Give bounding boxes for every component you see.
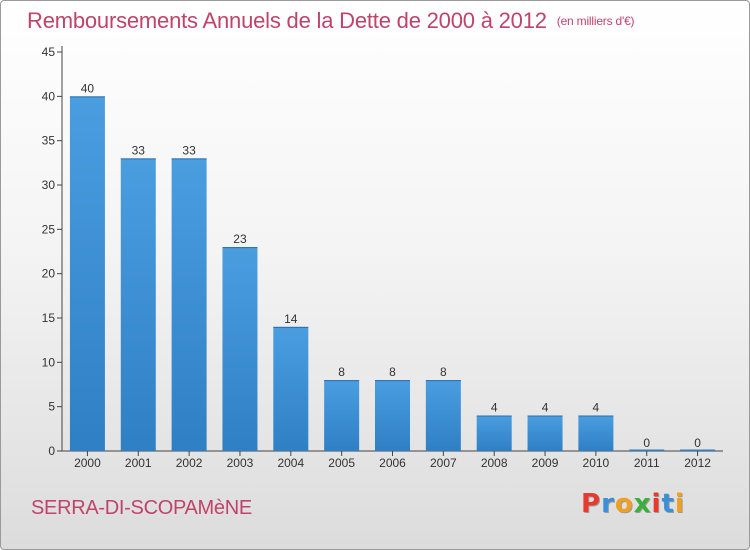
- x-tick-label: 2001: [125, 456, 152, 470]
- bar-2009: [527, 415, 563, 451]
- x-tick-label: 2003: [227, 456, 254, 470]
- bar-2005: [324, 380, 360, 451]
- data-label: 23: [233, 232, 247, 246]
- data-label: 33: [132, 143, 146, 157]
- x-tick-label: 2004: [277, 456, 304, 470]
- data-label: 4: [593, 401, 600, 415]
- bar-2007: [425, 380, 461, 451]
- y-tick-label: 45: [42, 45, 56, 59]
- y-tick-label: 10: [42, 355, 56, 369]
- logo-letter: o: [614, 489, 634, 519]
- x-tick-label: 2002: [176, 456, 203, 470]
- x-tick-label: 2008: [481, 456, 508, 470]
- x-tick-label: 2007: [430, 456, 457, 470]
- data-label: 40: [81, 81, 95, 95]
- data-label: 0: [643, 436, 650, 450]
- logo-letter: r: [601, 489, 615, 519]
- chart-title: Remboursements Annuels de la Dette de 20…: [27, 8, 635, 34]
- data-label: 8: [440, 365, 447, 379]
- logo-letter: P: [581, 489, 602, 519]
- y-tick-label: 35: [42, 134, 56, 148]
- y-tick-label: 30: [42, 178, 56, 192]
- bar-2003: [222, 247, 258, 451]
- x-tick-label: 2005: [328, 456, 355, 470]
- data-label: 4: [491, 401, 498, 415]
- data-label: 8: [389, 365, 396, 379]
- logo-letter: t: [661, 489, 675, 519]
- y-tick-label: 20: [42, 267, 56, 281]
- bar-2000: [69, 96, 105, 451]
- x-tick-label: 2011: [634, 456, 660, 470]
- data-label: 14: [284, 312, 298, 326]
- y-tick-label: 5: [48, 400, 55, 414]
- bar-2008: [476, 415, 512, 451]
- x-tick-label: 2012: [684, 456, 711, 470]
- bar-2012: [680, 449, 716, 451]
- data-label: 33: [182, 143, 196, 157]
- x-tick-label: 2009: [532, 456, 559, 470]
- x-tick-label: 2006: [379, 456, 406, 470]
- x-tick-label: 2000: [74, 456, 101, 470]
- logo-letter: i: [651, 489, 662, 519]
- bar-2001: [120, 158, 156, 451]
- commune-name: SERRA-DI-SCOPAMèNE: [31, 497, 252, 519]
- y-tick-label: 15: [42, 311, 56, 325]
- data-label: 8: [338, 365, 345, 379]
- logo-letter: x: [633, 489, 652, 519]
- bar-2010: [578, 415, 614, 451]
- bar-2006: [375, 380, 410, 451]
- data-label: 0: [694, 436, 701, 450]
- y-tick-label: 0: [48, 444, 55, 458]
- bar-2004: [273, 326, 309, 451]
- chart-unit: (en milliers d'€): [556, 14, 635, 28]
- data-label: 4: [542, 401, 549, 415]
- x-tick-label: 2010: [583, 456, 610, 470]
- y-tick-label: 25: [42, 222, 56, 236]
- logo-letter: i: [674, 489, 685, 519]
- bar-2011: [629, 449, 665, 451]
- y-tick-label: 40: [42, 89, 56, 103]
- chart-title-text: Remboursements Annuels de la Dette de 20…: [27, 8, 547, 33]
- proxiti-logo: Proxiti: [581, 489, 685, 519]
- bar-2002: [171, 158, 207, 451]
